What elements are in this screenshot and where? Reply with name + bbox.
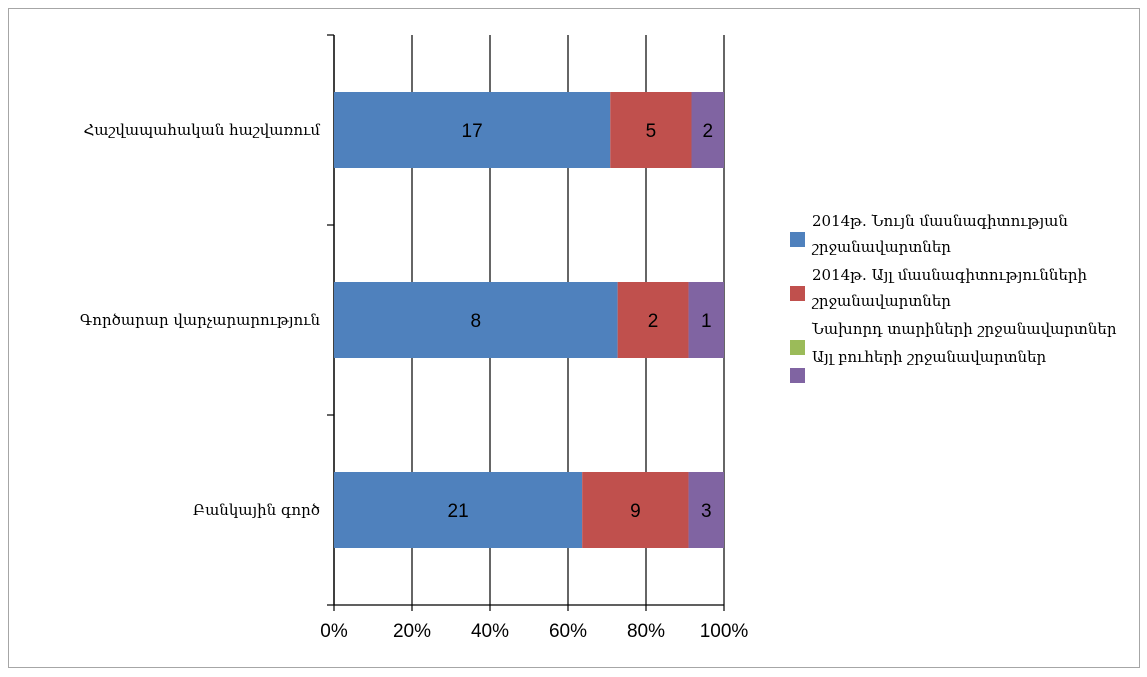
- bar-segment: [334, 472, 583, 548]
- data-label: 2: [648, 311, 659, 332]
- bar-segment: [582, 472, 689, 548]
- bar-segment: [617, 282, 689, 358]
- x-tick-label: 0%: [320, 621, 348, 642]
- bar-segment: [334, 282, 618, 358]
- legend-item: Նախորդ տարիների շրջանավարտներ: [790, 316, 1130, 355]
- data-label: 5: [646, 121, 657, 142]
- legend-swatch: [790, 368, 805, 383]
- data-label: 17: [462, 121, 483, 142]
- bar-segment: [610, 92, 692, 168]
- category-label: Գործարար վարչարարություն: [80, 311, 321, 329]
- x-tick-label: 40%: [471, 621, 509, 642]
- legend-item: Այլ բուհերի շրջանավարտներ: [790, 344, 1130, 383]
- legend-label: 2014թ. Այլ մասնագիտությունների շրջանավար…: [812, 266, 1088, 310]
- data-label: 8: [471, 311, 482, 332]
- category-label: Հաշվապահական հաշվառում: [83, 121, 320, 139]
- legend-label: 2014թ. Նույն մասնագիտության շրջանավարտնե…: [812, 212, 1068, 256]
- bar-segment: [691, 92, 724, 168]
- data-label: 2: [702, 121, 713, 142]
- legend-label: Այլ բուհերի շրջանավարտներ: [812, 348, 1047, 366]
- x-tick-label: 20%: [393, 621, 431, 642]
- data-label: 1: [701, 311, 712, 332]
- bar-segment: [688, 472, 724, 548]
- legend-swatch: [790, 232, 805, 247]
- legend-swatch: [790, 340, 805, 355]
- bar-segment: [688, 282, 724, 358]
- data-label: 9: [630, 501, 641, 522]
- x-tick-label: 60%: [549, 621, 587, 642]
- legend-swatch: [790, 286, 805, 301]
- x-tick-label: 80%: [627, 621, 665, 642]
- data-label: 3: [701, 501, 712, 522]
- x-tick-label: 100%: [700, 621, 749, 642]
- legend-label: Նախորդ տարիների շրջանավարտներ: [812, 320, 1117, 338]
- legend-item: 2014թ. Նույն մասնագիտության շրջանավարտնե…: [790, 208, 1130, 260]
- chart-legend: 2014թ. Նույն մասնագիտության շրջանավարտնե…: [790, 208, 1130, 383]
- category-label: Բանկային գործ: [193, 501, 320, 519]
- data-label: 21: [448, 501, 469, 522]
- legend-item: 2014թ. Այլ մասնագիտությունների շրջանավար…: [790, 262, 1130, 314]
- bar-segment: [334, 92, 611, 168]
